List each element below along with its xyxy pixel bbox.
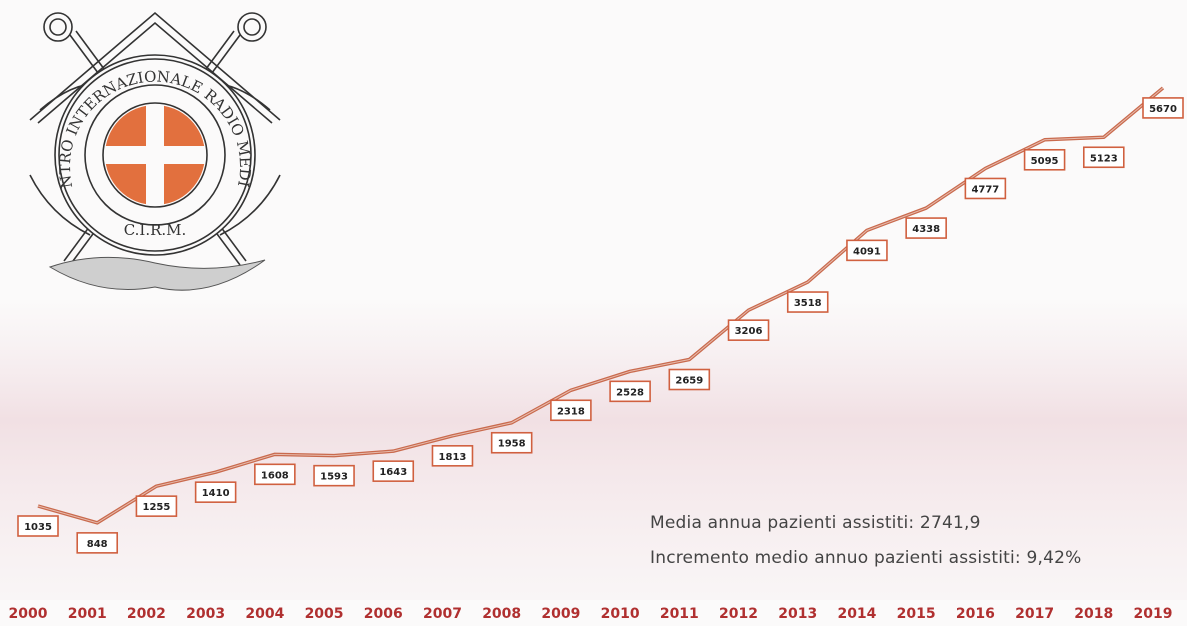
data-label-text: 5095 bbox=[1031, 156, 1059, 167]
data-label: 2659 bbox=[668, 368, 711, 391]
data-label-box bbox=[964, 177, 1007, 200]
x-tick-label: 2018 bbox=[1074, 606, 1113, 622]
data-label: 5095 bbox=[1023, 148, 1066, 171]
data-label-box bbox=[135, 495, 178, 517]
data-label: 2318 bbox=[550, 399, 592, 422]
data-label-text: 1958 bbox=[498, 439, 526, 450]
data-label: 1813 bbox=[431, 445, 474, 467]
x-tick-label: 2006 bbox=[364, 606, 403, 622]
x-tick-label: 2001 bbox=[68, 606, 107, 622]
data-label-text: 3206 bbox=[735, 326, 763, 337]
data-label-layer: 1035 848 1255 1410 1608 1593 1643 1813 1958 2318 2… bbox=[17, 97, 1184, 554]
x-tick-label: 2013 bbox=[778, 606, 817, 622]
x-tick-label: 2011 bbox=[660, 606, 699, 622]
data-label-text: 1255 bbox=[142, 502, 170, 513]
data-label: 4777 bbox=[964, 177, 1007, 200]
background-band bbox=[0, 300, 1187, 600]
data-label-box bbox=[372, 460, 415, 482]
data-label-text: 4777 bbox=[971, 184, 999, 195]
data-label-box bbox=[668, 368, 711, 391]
x-tick-label: 2002 bbox=[127, 606, 166, 622]
logo-wave-base bbox=[48, 256, 266, 291]
data-label: 4338 bbox=[905, 217, 947, 239]
data-label-text: 1643 bbox=[379, 467, 407, 478]
data-label-text: 848 bbox=[87, 539, 108, 550]
data-label-box bbox=[1142, 97, 1184, 119]
x-tick-label: 2005 bbox=[305, 606, 344, 622]
series-layer bbox=[37, 86, 1165, 525]
data-label-box bbox=[786, 291, 829, 313]
cirm-logo: CENTRO INTERNAZIONALE RADIO MEDICO C.I.R… bbox=[10, 5, 281, 291]
data-label-text: 2528 bbox=[616, 387, 644, 398]
data-label-box bbox=[431, 445, 474, 467]
x-tick-label: 2014 bbox=[837, 606, 876, 622]
stat-media-annua: Media annua pazienti assistiti: 2741,9 bbox=[650, 513, 981, 533]
data-label: 1593 bbox=[313, 464, 355, 487]
data-label-text: 1410 bbox=[202, 488, 230, 499]
data-label-box bbox=[727, 319, 770, 341]
stat-incremento-medio: Incremento medio annuo pazienti assistit… bbox=[650, 548, 1082, 568]
x-tick-label: 2004 bbox=[245, 606, 284, 622]
data-label: 1958 bbox=[490, 431, 533, 454]
data-label-box bbox=[550, 399, 592, 422]
data-label: 4091 bbox=[846, 239, 888, 262]
data-label: 1608 bbox=[254, 463, 296, 486]
x-tick-label: 2007 bbox=[423, 606, 462, 622]
data-label-text: 1813 bbox=[439, 452, 467, 463]
x-tick-label: 2010 bbox=[601, 606, 640, 622]
data-label-text: 1035 bbox=[24, 522, 52, 533]
data-label-text: 5123 bbox=[1090, 153, 1118, 164]
x-tick-label: 2017 bbox=[1015, 606, 1054, 622]
data-label-box bbox=[313, 464, 355, 487]
x-tick-label: 2016 bbox=[956, 606, 995, 622]
data-label-text: 3518 bbox=[794, 298, 822, 309]
x-tick-label: 2003 bbox=[186, 606, 225, 622]
logo-acronym: C.I.R.M. bbox=[124, 221, 187, 239]
data-label-box bbox=[846, 239, 888, 262]
data-label: 848 bbox=[76, 532, 119, 554]
data-label-text: 4338 bbox=[912, 224, 940, 235]
x-tick-label: 2015 bbox=[897, 606, 936, 622]
data-label-text: 2318 bbox=[557, 406, 585, 417]
data-label: 2528 bbox=[609, 380, 651, 403]
data-label-box bbox=[17, 515, 59, 537]
data-label-text: 1608 bbox=[261, 470, 289, 481]
data-label-text: 1593 bbox=[320, 472, 348, 483]
data-label-box bbox=[254, 463, 296, 486]
data-label-box bbox=[1023, 148, 1066, 171]
data-label: 1255 bbox=[135, 495, 178, 517]
data-label: 1643 bbox=[372, 460, 415, 482]
data-label: 3206 bbox=[727, 319, 770, 341]
x-tick-label: 2000 bbox=[9, 606, 48, 622]
x-axis-ticks: 2000 2001 2002 2003 2004 2005 2006 2007 2008 2009… bbox=[9, 606, 1173, 622]
data-label: 5123 bbox=[1082, 146, 1125, 169]
data-label-box bbox=[1082, 146, 1125, 169]
data-label: 1035 bbox=[17, 515, 59, 537]
data-label-box bbox=[905, 217, 947, 239]
data-label-box bbox=[194, 481, 237, 503]
data-label-text: 2659 bbox=[675, 376, 703, 387]
data-label-box bbox=[76, 532, 119, 554]
data-label-text: 5670 bbox=[1149, 104, 1177, 115]
data-label: 5670 bbox=[1142, 97, 1184, 119]
x-tick-label: 2009 bbox=[541, 606, 580, 622]
data-label: 1410 bbox=[194, 481, 237, 503]
data-label: 3518 bbox=[786, 291, 829, 313]
x-tick-label: 2019 bbox=[1134, 606, 1173, 622]
data-label-box bbox=[609, 380, 651, 403]
red-cross-icon bbox=[105, 105, 205, 205]
x-tick-label: 2008 bbox=[482, 606, 521, 622]
data-label-text: 4091 bbox=[853, 246, 881, 257]
data-label-box bbox=[490, 431, 533, 454]
x-tick-label: 2012 bbox=[719, 606, 758, 622]
series-line-highlight bbox=[37, 87, 1164, 524]
